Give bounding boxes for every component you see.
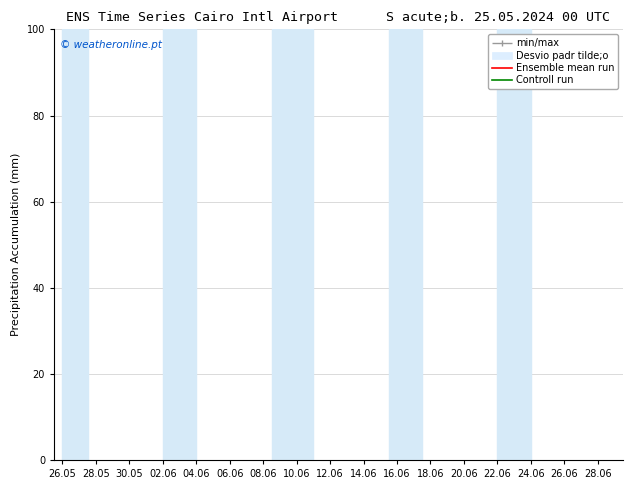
Bar [62, 29, 87, 460]
Text: © weatheronline.pt: © weatheronline.pt [60, 40, 162, 50]
Bar [163, 29, 197, 460]
Bar [271, 29, 313, 460]
Legend: min/max, Desvio padr tilde;o, Ensemble mean run, Controll run: min/max, Desvio padr tilde;o, Ensemble m… [488, 34, 618, 89]
Bar [389, 29, 422, 460]
Bar [498, 29, 531, 460]
Y-axis label: Precipitation Accumulation (mm): Precipitation Accumulation (mm) [11, 153, 21, 336]
Title: ENS Time Series Cairo Intl Airport      S acute;b. 25.05.2024 00 UTC: ENS Time Series Cairo Intl Airport S acu… [67, 11, 611, 24]
